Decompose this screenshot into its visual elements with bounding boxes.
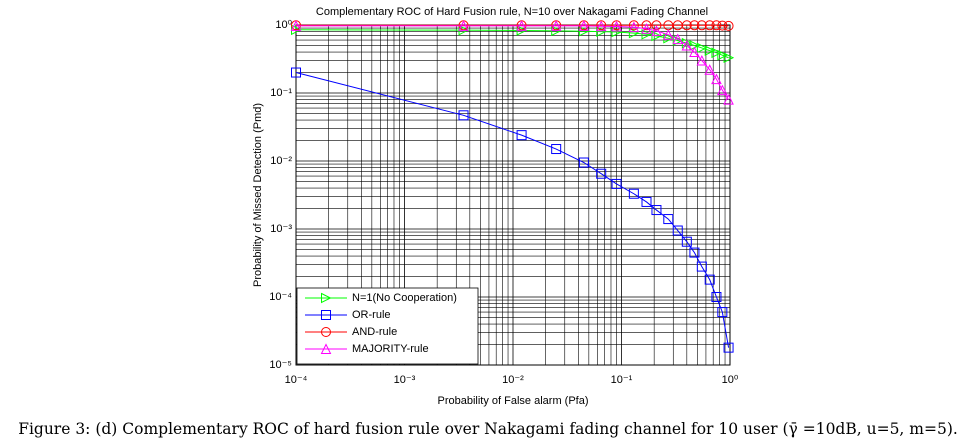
- marker: [458, 20, 469, 31]
- marker: [681, 20, 692, 31]
- marker: [641, 20, 652, 31]
- marker: [672, 225, 683, 236]
- marker: [663, 214, 674, 225]
- marker: [550, 20, 562, 31]
- marker: [672, 33, 684, 45]
- marker: [320, 343, 332, 354]
- marker: [458, 110, 469, 121]
- marker: [672, 35, 684, 46]
- marker: [291, 67, 301, 78]
- marker: [689, 247, 700, 258]
- marker: [717, 84, 728, 96]
- x-axis-label: Probability of False alarm (Pfa): [438, 395, 589, 407]
- marker: [681, 39, 693, 51]
- marker: [696, 20, 707, 31]
- legend-label: AND-rule: [352, 326, 397, 338]
- marker: [696, 261, 707, 272]
- marker: [628, 21, 640, 33]
- marker: [641, 23, 652, 34]
- marker: [651, 30, 663, 42]
- marker: [662, 29, 674, 40]
- marker: [651, 25, 662, 36]
- x-tick-label: 10⁻⁴: [285, 374, 308, 386]
- marker: [717, 307, 728, 318]
- marker: [704, 45, 716, 56]
- marker: [611, 20, 622, 31]
- series-line: [295, 72, 730, 348]
- marker: [628, 27, 640, 39]
- x-tick-label: 10⁻²: [502, 374, 524, 386]
- marker: [696, 42, 708, 54]
- marker: [578, 157, 589, 168]
- marker: [578, 25, 590, 37]
- marker: [516, 20, 527, 31]
- y-tick-label: 10⁻⁵: [269, 359, 292, 371]
- marker: [717, 49, 728, 61]
- marker: [704, 274, 715, 285]
- marker: [651, 205, 662, 216]
- marker: [711, 73, 722, 85]
- marker: [696, 54, 708, 66]
- marker: [595, 20, 607, 32]
- caption: Figure 3: (d) Complementary ROC of hard …: [18, 420, 958, 438]
- marker: [711, 292, 722, 302]
- marker: [651, 20, 662, 31]
- marker: [611, 178, 622, 189]
- marker: [711, 47, 723, 59]
- x-tick-label: 10⁰: [722, 374, 739, 386]
- marker: [689, 20, 700, 31]
- y-tick-label: 10⁻¹: [270, 87, 292, 99]
- marker: [641, 28, 653, 40]
- x-tick-label: 10⁻¹: [611, 374, 633, 386]
- y-tick-label: 10⁰: [275, 19, 292, 31]
- marker: [596, 168, 607, 179]
- series-line: [296, 25, 729, 100]
- marker: [290, 20, 302, 31]
- legend: N=1(No Cooperation) OR-rule AND-rule MAJORI…: [296, 287, 479, 365]
- marker: [681, 236, 692, 247]
- marker: [321, 327, 331, 337]
- marker: [723, 342, 734, 353]
- marker: [723, 20, 734, 31]
- x-tick-label: 10⁻³: [394, 374, 416, 386]
- marker: [689, 46, 700, 58]
- marker: [704, 64, 716, 75]
- y-tick-label: 10⁻⁴: [269, 291, 292, 303]
- marker: [723, 52, 735, 64]
- marker: [516, 130, 527, 141]
- chart-title: Complementary ROC of Hard Fusion rule, N…: [316, 6, 708, 18]
- marker: [717, 20, 728, 31]
- marker: [611, 20, 622, 32]
- y-tick-label: 10⁻²: [270, 155, 292, 167]
- marker: [723, 93, 734, 105]
- marker: [578, 20, 590, 31]
- y-axis-label: Probability of Missed Detection (Pmd): [252, 103, 264, 287]
- legend-label: OR-rule: [352, 309, 391, 321]
- legend-label: MAJORITY-rule: [352, 343, 429, 355]
- marker: [321, 292, 332, 304]
- y-tick-label: 10⁻³: [270, 223, 292, 235]
- marker: [551, 144, 562, 155]
- marker: [628, 20, 639, 31]
- marker: [628, 188, 639, 199]
- marker: [641, 196, 652, 207]
- marker: [711, 20, 722, 31]
- marker: [704, 20, 715, 31]
- marker: [321, 310, 331, 320]
- legend-label: N=1(No Cooperation): [352, 292, 457, 304]
- legend-box: [296, 287, 479, 365]
